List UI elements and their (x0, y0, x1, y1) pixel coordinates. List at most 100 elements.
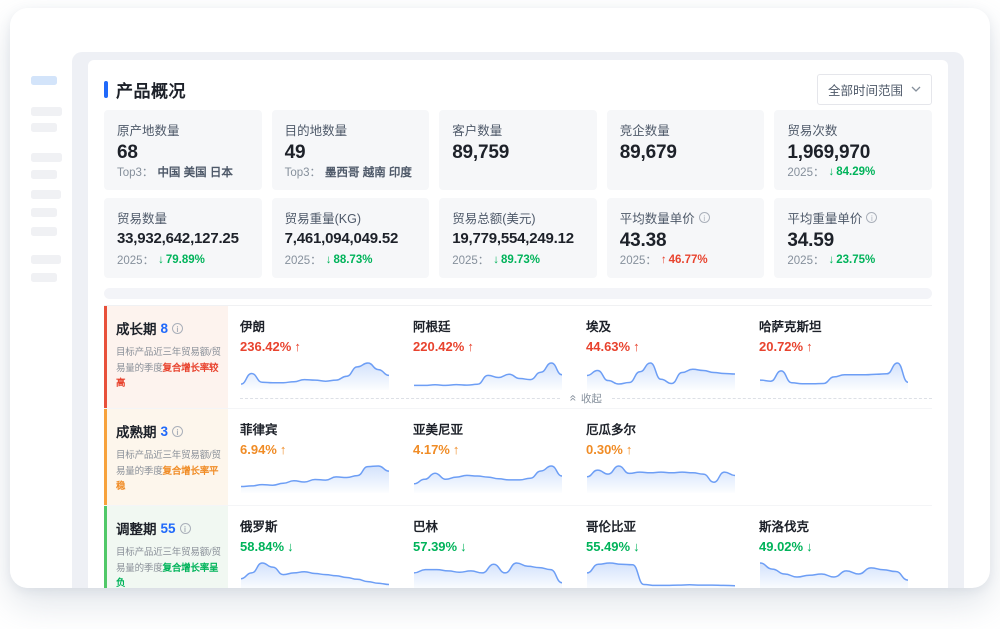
growth-rate-value: 20.72% (759, 339, 804, 354)
stage-charts-grid: 伊朗 236.42% ↑ 阿根廷 220.42% ↑ 埃及 44.63% ↑ 哈萨克斯坦 20.72… (240, 306, 932, 390)
trend-sparkline-chart (240, 465, 390, 493)
stat-trend-value: 84.29% (836, 166, 876, 178)
stat-sub: 2025： ↑ 46.77% (620, 252, 752, 268)
growth-rate-value: 49.02% (759, 539, 804, 555)
country-growth-rate: 4.17% ↑ (413, 442, 572, 457)
time-range-dropdown[interactable]: 全部时间范围 (816, 73, 932, 105)
country-growth-rate: 44.63% ↑ (586, 339, 745, 354)
lifecycle-table: 成长期 8 i 目标产品近三年贸易额/贸易量的季度复合增长率较高 伊朗 236.42% ↑ 阿… (104, 305, 932, 588)
country-growth-rate: 20.72% ↑ (759, 339, 918, 354)
stat-sub: 2025： ↓ 89.73% (452, 252, 584, 268)
trend-up-icon: ↑ (633, 339, 640, 354)
growth-rate-value: 55.49% (586, 539, 631, 555)
info-icon[interactable]: i (179, 522, 191, 534)
country-trend-cell: 巴林 57.39% ↓ (413, 516, 586, 588)
stat-trend: ↓ 79.89% (158, 254, 205, 266)
stage-count: 3 (160, 423, 169, 439)
stat-label-text: 贸易重量(KG) (284, 212, 361, 226)
sidebar-item[interactable] (31, 273, 57, 282)
info-icon[interactable]: i (866, 212, 878, 223)
country-growth-rate: 58.84% ↓ (240, 539, 399, 554)
trend-up-icon: ↑ (452, 442, 460, 457)
stat-sub (452, 166, 584, 180)
country-trend-cell: 伊朗 236.42% ↑ (240, 316, 413, 390)
stat-label: 客户数量 (452, 120, 584, 139)
country-trend-cell: 厄瓜多尔 0.30% ↑ (586, 419, 759, 505)
stage-charts-grid: 菲律宾 6.94% ↑ 亚美尼亚 4.17% ↑ 厄瓜多尔 0.30% ↑ (240, 409, 932, 505)
trend-down-icon: ↓ (828, 166, 835, 178)
stat-value: 43.38 (619, 230, 667, 251)
stat-label-text: 原产地数量 (117, 124, 180, 138)
stat-sub: 2025： ↓ 88.73% (285, 252, 417, 268)
title-accent-bar (104, 80, 108, 98)
stage-label-cell: 成长期 8 i 目标产品近三年贸易额/贸易量的季度复合增长率较高 (104, 306, 228, 408)
trend-down-icon: ↓ (493, 254, 500, 266)
stat-label-text: 竞企数量 (619, 124, 670, 138)
stat-card: 原产地数量 68 Top3： 中国 美国 日本 (104, 110, 262, 190)
growth-rate-value: 44.63% (586, 339, 631, 354)
stat-sub: Top3： 中国 美国 日本 (117, 164, 249, 180)
stage-label-cell: 成熟期 3 i 目标产品近三年贸易额/贸易量的季度复合增长率平稳 (104, 409, 228, 506)
growth-rate-value: 57.39% (413, 539, 458, 555)
stage-label-cell: 调整期 55 i 目标产品近三年贸易额/贸易量的季度复合增长率呈负 (104, 506, 228, 588)
info-icon[interactable]: i (698, 212, 710, 223)
trend-sparkline-chart (759, 562, 909, 588)
stage-description-highlight: 复合增长率较高 (116, 362, 219, 390)
stat-label: 贸易总额(美元) (452, 208, 584, 227)
stat-value: 89,759 (452, 142, 510, 163)
stat-label: 贸易重量(KG) (285, 208, 417, 227)
growth-rate-value: 4.17% (413, 442, 450, 457)
sidebar-item[interactable] (31, 208, 57, 217)
stat-trend: ↓ 88.73% (326, 254, 373, 266)
stat-trend-value: 88.73% (333, 254, 373, 266)
trend-sparkline-chart (413, 465, 563, 493)
collapse-button[interactable]: «收起 (567, 391, 602, 406)
sidebar-item[interactable] (31, 170, 57, 179)
sidebar-item[interactable] (31, 123, 57, 132)
trend-down-icon: ↓ (325, 254, 332, 266)
scrollbar-track[interactable] (104, 288, 932, 299)
sidebar-item[interactable] (31, 76, 57, 85)
stat-card: 贸易重量(KG) 7,461,094,049.52 2025： ↓ 88.73% (271, 198, 430, 278)
stage-title: 调整期 55 i (116, 518, 222, 538)
stat-trend-value: 46.77% (668, 254, 708, 266)
stat-trend-value: 23.75% (836, 254, 876, 266)
trend-up-icon: ↑ (625, 442, 633, 457)
stage-name: 调整期 (116, 522, 157, 538)
stage-charts-area: 俄罗斯 58.84% ↓ 巴林 57.39% ↓ 哥伦比亚 55.49% ↓ 斯洛伐克 49.02%… (228, 506, 932, 588)
stat-card: 平均重量单价 i 34.59 2025： ↓ 23.75% (774, 198, 932, 278)
trend-down-icon: ↓ (158, 254, 164, 266)
country-name: 哥伦比亚 (586, 520, 637, 535)
stat-sub-prefix: 2025： (284, 255, 322, 267)
stage-charts-area: 伊朗 236.42% ↑ 阿根廷 220.42% ↑ 埃及 44.63% ↑ 哈萨克斯坦 20.72… (228, 306, 932, 408)
time-range-value: 全部时间范围 (827, 83, 903, 98)
stat-sub-prefix: Top3： (117, 167, 154, 179)
stat-trend: ↓ 84.29% (828, 166, 875, 178)
trend-sparkline-chart (586, 562, 736, 588)
stat-label-text: 客户数量 (452, 124, 503, 138)
trend-down-icon: ↓ (828, 254, 835, 266)
stat-sub-prefix: Top3： (284, 167, 322, 179)
stat-sub (620, 166, 752, 180)
info-icon[interactable]: i (172, 322, 184, 334)
sidebar-item[interactable] (31, 227, 57, 236)
country-name: 亚美尼亚 (413, 423, 464, 437)
country-name: 巴林 (413, 520, 439, 535)
stage-count: 8 (160, 320, 169, 336)
growth-rate-value: 6.94% (240, 442, 277, 457)
country-trend-cell: 菲律宾 6.94% ↑ (240, 419, 413, 505)
lifecycle-row-3: 调整期 55 i 目标产品近三年贸易额/贸易量的季度复合增长率呈负 俄罗斯 58.84% ↓… (104, 506, 932, 588)
stage-charts-area: 菲律宾 6.94% ↑ 亚美尼亚 4.17% ↑ 厄瓜多尔 0.30% ↑ (228, 409, 932, 505)
growth-rate-value: 220.42% (413, 339, 465, 354)
info-icon[interactable]: i (172, 425, 184, 437)
trend-sparkline-chart (414, 362, 563, 390)
trend-down-icon: ↓ (633, 539, 640, 555)
sidebar-item[interactable] (31, 190, 61, 199)
stat-trend-value: 79.89% (165, 254, 205, 266)
sidebar-item[interactable] (31, 255, 61, 264)
sidebar-item[interactable] (31, 153, 62, 162)
sidebar-item[interactable] (31, 107, 62, 116)
chevron-down-icon (911, 86, 921, 92)
trend-sparkline-chart (240, 562, 390, 588)
lifecycle-row-1: 成长期 8 i 目标产品近三年贸易额/贸易量的季度复合增长率较高 伊朗 236.42% ↑ 阿… (104, 306, 932, 409)
